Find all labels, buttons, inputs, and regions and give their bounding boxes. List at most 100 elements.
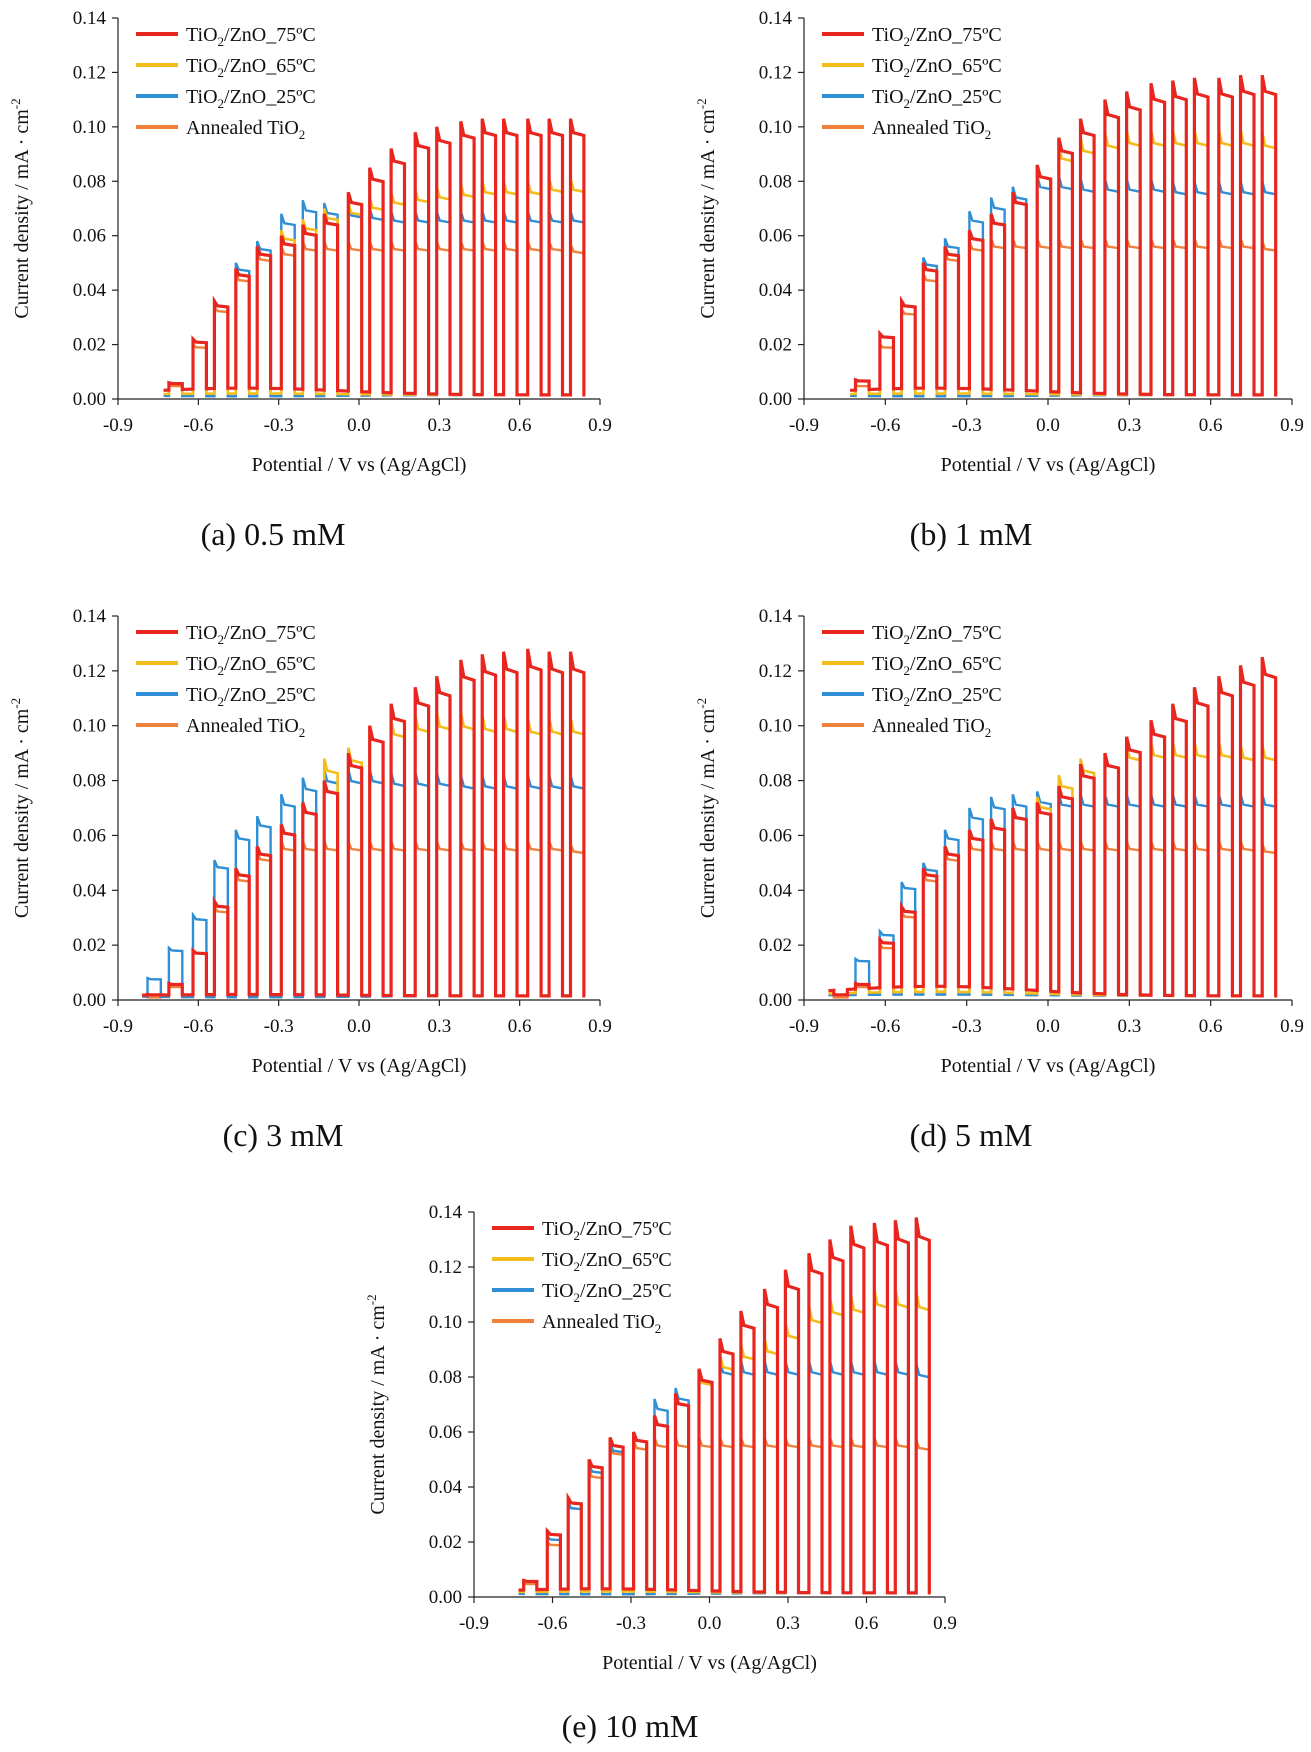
x-tick-label: 0.0	[1036, 415, 1060, 436]
x-tick-label: 0.9	[1280, 1016, 1304, 1037]
x-tick-label: 0.0	[347, 415, 371, 436]
x-tick-label: 0.9	[588, 1016, 612, 1037]
y-tick-label: 0.12	[429, 1257, 462, 1278]
chart-panel-2: 0.00 0.02 0.04 0.06 0.08 0.10 0.12 0.14 -0.9 -0.6…	[694, 8, 1304, 552]
series-line-annealed-tio2	[142, 840, 586, 999]
x-tick-label: -0.9	[789, 1016, 819, 1037]
chart-panel-3: 0.00 0.02 0.04 0.06 0.08 0.10 0.12 0.14 -0.9 -0.6…	[8, 606, 612, 1153]
legend-label: Annealed TiO2	[872, 117, 991, 142]
x-axis-label: Potential / V vs (Ag/AgCl)	[252, 454, 467, 476]
panel-caption: (b) 1 mM	[910, 516, 1033, 552]
legend-label: TiO2/ZnO_65ºC	[872, 653, 1002, 678]
x-tick-label: -0.6	[870, 1016, 900, 1037]
x-axis-label: Potential / V vs (Ag/AgCl)	[252, 1055, 467, 1077]
x-tick-label: 0.6	[508, 1016, 532, 1037]
x-tick-label: -0.6	[870, 415, 900, 436]
y-tick-label: 0.14	[429, 1202, 463, 1223]
y-tick-label: 0.10	[73, 716, 106, 737]
chart-panel-5: 0.00 0.02 0.04 0.06 0.08 0.10 0.12 0.14 -0.9 -0.6…	[364, 1202, 957, 1744]
series-line-annealed-tio2	[828, 840, 1278, 999]
y-tick-label: 0.12	[73, 62, 106, 83]
y-tick-label: 0.04	[429, 1477, 463, 1498]
legend-label: TiO2/ZnO_25ºC	[872, 684, 1002, 709]
y-axis-label: Current density / mA · cm-2	[8, 698, 33, 918]
y-tick-label: 0.12	[759, 62, 792, 83]
series-line-tio2-zno-65c	[142, 711, 586, 998]
series-line-tio2-zno-75c	[850, 74, 1278, 397]
y-tick-label: 0.06	[73, 825, 106, 846]
y-tick-label: 0.00	[73, 389, 106, 410]
x-tick-label: -0.9	[103, 415, 133, 436]
x-axis-label: Potential / V vs (Ag/AgCl)	[602, 1652, 817, 1674]
y-tick-label: 0.14	[759, 8, 793, 29]
y-tick-label: 0.06	[759, 226, 792, 247]
x-tick-label: -0.6	[183, 1016, 213, 1037]
x-tick-label: 0.0	[698, 1613, 722, 1634]
y-tick-label: 0.02	[73, 335, 106, 356]
y-tick-label: 0.12	[73, 661, 106, 682]
y-tick-label: 0.04	[759, 280, 793, 301]
x-tick-label: -0.6	[183, 415, 213, 436]
series-line-tio2-zno-25c	[142, 769, 586, 999]
x-tick-label: -0.3	[952, 1016, 982, 1037]
legend-label: TiO2/ZnO_65ºC	[186, 653, 316, 678]
legend-label: TiO2/ZnO_75ºC	[542, 1218, 672, 1243]
y-axis-label: Current density / mA · cm-2	[694, 98, 719, 318]
x-tick-label: 0.6	[855, 1613, 879, 1634]
y-tick-label: 0.14	[73, 606, 107, 627]
legend-label: Annealed TiO2	[872, 715, 991, 740]
x-tick-label: -0.3	[264, 1016, 294, 1037]
series-line-tio2-zno-75c	[142, 648, 586, 998]
x-tick-label: 0.3	[427, 1016, 451, 1037]
series-line-tio2-zno-65c	[828, 741, 1278, 998]
legend-label: TiO2/ZnO_65ºC	[186, 55, 316, 80]
y-tick-label: 0.06	[73, 226, 106, 247]
y-axis-label: Current density / mA · cm-2	[364, 1294, 389, 1514]
x-tick-label: 0.9	[588, 415, 612, 436]
y-tick-label: 0.12	[759, 661, 792, 682]
y-tick-label: 0.04	[759, 880, 793, 901]
panel-caption: (a) 0.5 mM	[201, 516, 346, 552]
x-tick-label: -0.9	[103, 1016, 133, 1037]
y-tick-label: 0.02	[759, 935, 792, 956]
x-tick-label: -0.3	[952, 415, 982, 436]
y-tick-label: 0.04	[73, 280, 107, 301]
legend-label: TiO2/ZnO_75ºC	[186, 24, 316, 49]
legend-label: TiO2/ZnO_75ºC	[872, 622, 1002, 647]
y-tick-label: 0.06	[759, 825, 792, 846]
legend-label: TiO2/ZnO_75ºC	[186, 622, 316, 647]
legend-label: Annealed TiO2	[186, 715, 305, 740]
x-tick-label: 0.3	[776, 1613, 800, 1634]
legend-label: Annealed TiO2	[542, 1311, 661, 1336]
x-tick-label: -0.3	[616, 1613, 646, 1634]
y-tick-label: 0.08	[759, 171, 792, 192]
legend-label: TiO2/ZnO_65ºC	[872, 55, 1002, 80]
legend-label: TiO2/ZnO_25ºC	[872, 86, 1002, 111]
series-line-tio2-zno-75c	[828, 656, 1278, 998]
y-tick-label: 0.08	[429, 1367, 462, 1388]
y-tick-label: 0.10	[759, 716, 792, 737]
x-tick-label: 0.3	[1117, 1016, 1141, 1037]
x-tick-label: 0.6	[508, 415, 532, 436]
y-tick-label: 0.06	[429, 1422, 462, 1443]
x-tick-label: 0.6	[1199, 415, 1223, 436]
x-tick-label: 0.0	[1036, 1016, 1060, 1037]
y-axis-label: Current density / mA · cm-2	[694, 698, 719, 918]
legend-label: Annealed TiO2	[186, 117, 305, 142]
y-tick-label: 0.00	[73, 990, 106, 1011]
y-tick-label: 0.14	[759, 606, 793, 627]
y-tick-label: 0.04	[73, 880, 107, 901]
y-axis-label: Current density / mA · cm-2	[8, 98, 33, 318]
panel-caption: (d) 5 mM	[910, 1117, 1033, 1153]
y-tick-label: 0.00	[429, 1587, 462, 1608]
x-tick-label: 0.3	[1117, 415, 1141, 436]
y-tick-label: 0.02	[429, 1532, 462, 1553]
y-tick-label: 0.08	[759, 771, 792, 792]
x-tick-label: -0.9	[459, 1613, 489, 1634]
y-tick-label: 0.08	[73, 171, 106, 192]
y-tick-label: 0.00	[759, 389, 792, 410]
y-tick-label: 0.10	[429, 1312, 462, 1333]
x-tick-label: -0.9	[789, 415, 819, 436]
legend-label: TiO2/ZnO_25ºC	[186, 86, 316, 111]
